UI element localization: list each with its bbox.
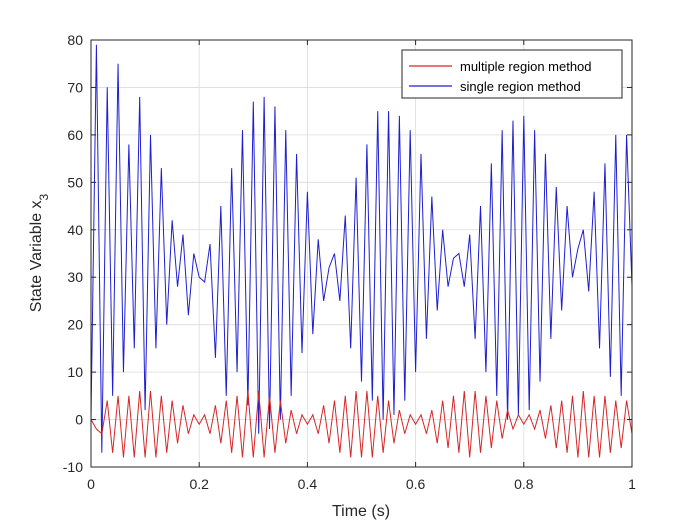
y-tick-labels: -10 0 10 20 30 40 50 60 70 80 [63, 32, 83, 475]
y-tick-label: 40 [67, 222, 83, 238]
legend-label-single-region: single region method [460, 79, 581, 94]
y-tick-label: 80 [67, 32, 83, 48]
y-tick-label: 50 [67, 174, 83, 190]
y-tick-label: 10 [67, 364, 83, 380]
series-line-multiple-region [90, 391, 633, 458]
x-axis-title: Time (s) [332, 503, 390, 520]
x-tick-label: 0.2 [189, 476, 209, 492]
legend-box [401, 49, 623, 99]
y-tick-label: 20 [67, 317, 83, 333]
x-tick-label: 0.4 [298, 476, 318, 492]
y-axis-title: State Variable x3 [28, 193, 51, 312]
legend-label-multiple-region: multiple region method [460, 59, 592, 74]
axis-ticks [90, 39, 633, 468]
legend: multiple region method single region met… [401, 49, 623, 99]
y-tick-label: 60 [67, 127, 83, 143]
x-tick-label: 0.8 [514, 476, 534, 492]
y-axis-title-subscript: 3 [37, 193, 51, 200]
x-tick-labels: 0 0.2 0.4 0.6 0.8 1 [87, 476, 636, 492]
y-axis-title-main: State Variable x [28, 200, 45, 312]
y-tick-label: 30 [67, 269, 83, 285]
y-tick-label: 70 [67, 79, 83, 95]
y-tick-label: -10 [63, 459, 83, 475]
series-layer [90, 44, 633, 458]
y-tick-label: 0 [75, 412, 83, 428]
x-tick-label: 0.6 [406, 476, 426, 492]
x-tick-label: 0 [87, 476, 95, 492]
series-line-single-region [90, 44, 633, 453]
x-tick-label: 1 [628, 476, 636, 492]
plot-frame [90, 39, 633, 468]
